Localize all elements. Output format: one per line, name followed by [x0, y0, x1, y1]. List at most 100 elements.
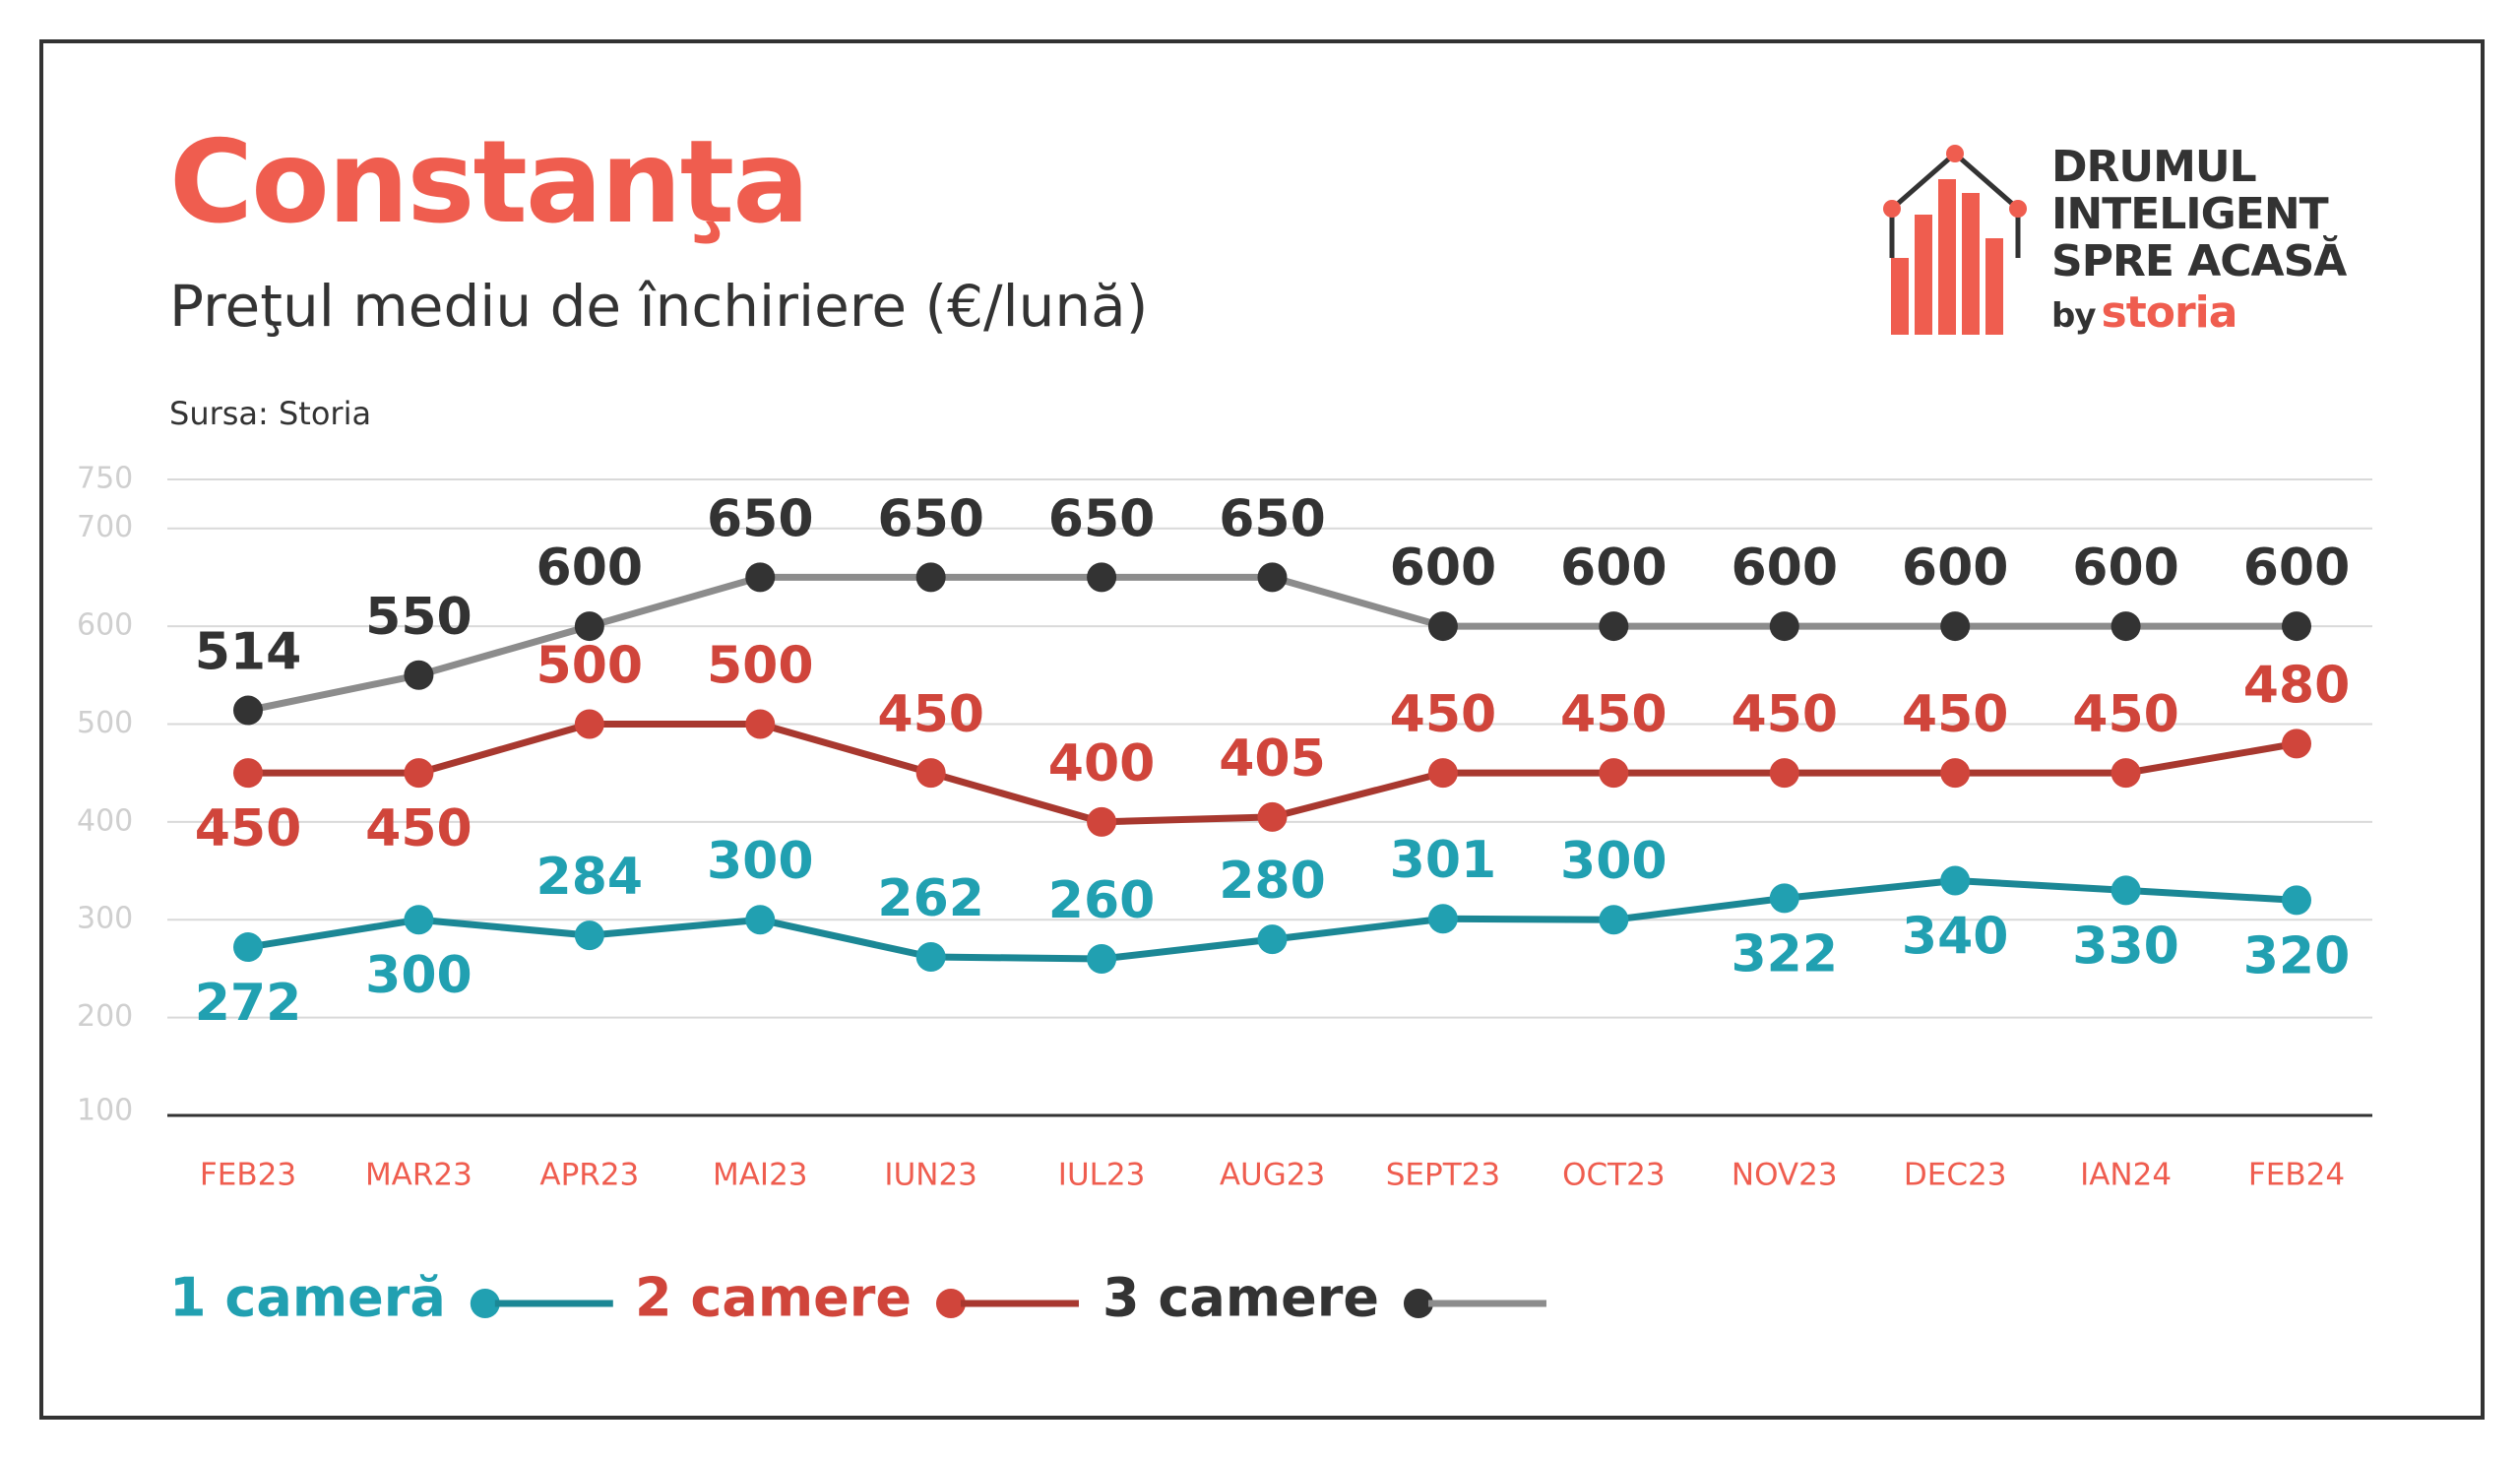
data-label: 514 — [195, 623, 302, 682]
data-point — [915, 562, 946, 593]
data-label: 600 — [536, 539, 644, 598]
data-point — [1940, 758, 1971, 789]
logo-brand: storia — [2101, 287, 2238, 338]
data-point — [1599, 758, 1629, 789]
data-label: 600 — [2243, 539, 2351, 598]
data-label: 600 — [1902, 539, 2009, 598]
data-label: 450 — [1902, 685, 2009, 744]
data-point — [1257, 801, 1288, 832]
data-point — [745, 709, 776, 739]
y-tick-label: 100 — [77, 1094, 133, 1128]
y-tick-label: 500 — [77, 706, 133, 740]
source-note: Sursa: Storia — [169, 395, 372, 432]
data-label: 550 — [365, 588, 472, 647]
x-tick-label: FEB24 — [2248, 1158, 2345, 1193]
y-tick-label: 200 — [77, 999, 133, 1034]
data-label: 405 — [1219, 730, 1326, 789]
data-label: 650 — [707, 489, 814, 548]
data-point — [574, 920, 604, 951]
data-label: 260 — [1048, 871, 1156, 930]
data-point — [2110, 875, 2141, 906]
data-label: 330 — [2072, 917, 2179, 976]
data-label: 450 — [195, 799, 302, 858]
data-point — [404, 660, 434, 690]
x-tick-label: FEB23 — [200, 1158, 296, 1193]
logo-line-3: SPRE ACASĂ — [2051, 236, 2347, 286]
data-point — [404, 758, 434, 789]
data-label: 450 — [1390, 685, 1497, 744]
x-tick-label: APR23 — [539, 1158, 639, 1193]
data-label: 450 — [365, 799, 472, 858]
legend-marker — [1403, 1289, 1433, 1318]
x-tick-label: SEPT23 — [1386, 1158, 1500, 1193]
data-label: 262 — [877, 869, 984, 928]
series-2: 450 450 500 500 450 400 405 450 450 450 450 450 480 — [195, 636, 2351, 858]
x-tick-label: OCT23 — [1562, 1158, 1665, 1193]
data-label: 280 — [1219, 852, 1326, 911]
data-point — [233, 932, 263, 963]
x-tick-label: IUL23 — [1058, 1158, 1146, 1193]
data-point — [404, 905, 434, 935]
page-subtitle: Preţul mediu de închiriere (€/lună) — [169, 273, 1149, 340]
data-point — [2110, 611, 2141, 642]
logo-text: DRUMUL INTELIGENT SPRE ACASĂ by storia — [2051, 144, 2347, 340]
data-label: 650 — [877, 489, 984, 548]
data-point — [1427, 758, 1458, 789]
data-label: 450 — [2072, 685, 2179, 744]
data-point — [1940, 865, 1971, 896]
data-point — [574, 709, 604, 739]
data-label: 500 — [536, 636, 644, 695]
data-label: 300 — [707, 832, 814, 891]
legend-item-1: 1 cameră — [169, 1267, 613, 1329]
data-label: 340 — [1902, 907, 2009, 966]
data-label: 300 — [365, 946, 472, 1005]
data-point — [1599, 905, 1629, 935]
legend-label: 3 camere — [1102, 1267, 1379, 1329]
data-label: 300 — [1560, 832, 1668, 891]
legend-label: 2 camere — [635, 1267, 912, 1329]
x-tick-label: IAN24 — [2080, 1158, 2172, 1193]
data-point — [233, 758, 263, 789]
data-point — [2110, 758, 2141, 789]
data-point — [1940, 611, 1971, 642]
data-label: 450 — [877, 685, 984, 744]
data-label: 600 — [1731, 539, 1838, 598]
data-label: 480 — [2243, 656, 2351, 715]
legend-marker — [470, 1289, 500, 1318]
data-point — [745, 562, 776, 593]
data-label: 400 — [1048, 734, 1156, 793]
series-1: 272 300 284 300 262 260 280 301 300 322 340 330 320 — [195, 831, 2351, 1033]
y-tick-label: 600 — [77, 608, 133, 643]
data-point — [574, 611, 604, 642]
legend-item-3: 3 camere — [1102, 1267, 1546, 1329]
data-label: 600 — [1560, 539, 1668, 598]
logo-by-line: by storia — [2051, 289, 2346, 340]
data-point — [1257, 924, 1288, 955]
data-label: 284 — [536, 848, 644, 907]
data-point — [1087, 943, 1117, 974]
x-tick-label: AUG23 — [1220, 1158, 1325, 1193]
data-point — [1769, 611, 1799, 642]
data-point — [1427, 904, 1458, 934]
legend-marker — [935, 1289, 966, 1318]
x-tick-label: IUN23 — [884, 1158, 976, 1193]
data-point — [2282, 729, 2311, 759]
data-point — [1427, 611, 1458, 642]
data-point — [1769, 758, 1799, 789]
data-point — [915, 941, 946, 972]
y-tick-label: 300 — [77, 902, 133, 936]
data-point — [1769, 883, 1799, 914]
data-label: 600 — [1390, 539, 1497, 598]
legend-item-2: 2 camere — [635, 1267, 1079, 1329]
series-3: 514 550 600 650 650 650 650 600 600 600 600 600 600 — [195, 489, 2351, 726]
data-point — [2282, 611, 2311, 642]
data-label: 301 — [1390, 831, 1497, 890]
data-point — [1599, 611, 1629, 642]
x-tick-label: DEC23 — [1904, 1158, 2007, 1193]
data-label: 272 — [195, 974, 302, 1033]
logo-by: by — [2051, 296, 2097, 336]
logo-line-2: INTELIGENT — [2051, 189, 2329, 239]
y-tick-label: 700 — [77, 510, 133, 544]
data-point — [1087, 562, 1117, 593]
x-tick-label: MAI23 — [713, 1158, 808, 1193]
